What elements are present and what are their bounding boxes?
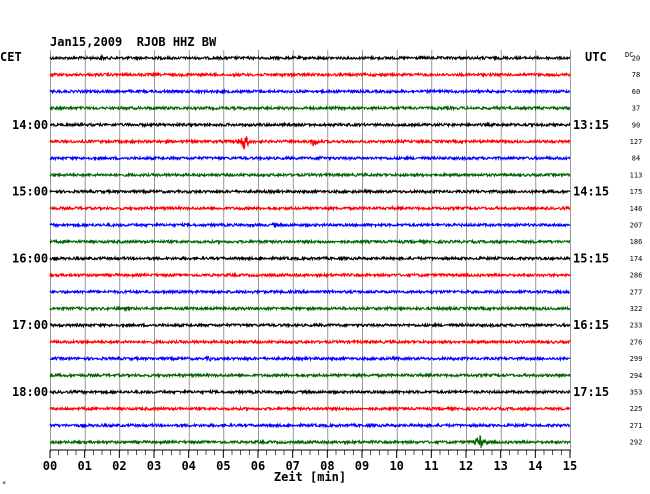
right-hour-label: 14:15 — [573, 185, 609, 199]
dc-offset-label: 299 — [630, 355, 643, 363]
x-tick-label: 13 — [493, 459, 507, 473]
trace-line — [49, 371, 571, 379]
trace-line — [49, 104, 571, 112]
left-hour-label: 17:00 — [12, 318, 48, 332]
seismic-traces — [49, 53, 571, 448]
dc-offset-label: 292 — [630, 439, 643, 447]
trace-line — [49, 435, 571, 448]
dc-offset-label: 60 — [632, 88, 640, 96]
trace-line — [49, 422, 571, 429]
right-zone-label: UTC — [585, 50, 607, 64]
trace-line — [49, 338, 571, 346]
dc-offset-label: 84 — [632, 155, 640, 163]
trace-line — [49, 71, 571, 79]
dc-offset-label: 233 — [630, 322, 643, 330]
dc-offset-label: 146 — [630, 205, 643, 213]
x-tick-label: 09 — [355, 459, 369, 473]
trace-line — [49, 121, 571, 129]
trace-line — [49, 255, 571, 262]
x-tick-label: 00 — [43, 459, 57, 473]
x-tick-label: 02 — [112, 459, 126, 473]
trace-line — [49, 204, 571, 212]
trace-line — [49, 238, 571, 246]
x-tick-label: 01 — [77, 459, 91, 473]
left-hour-label: 18:00 — [12, 385, 48, 399]
x-tick-label: 15 — [563, 459, 577, 473]
dc-offset-label: 271 — [630, 422, 643, 430]
right-hour-label: 15:15 — [573, 251, 609, 265]
trace-line — [49, 305, 571, 312]
dc-offset-label: 225 — [630, 405, 643, 413]
right-hour-label: 13:15 — [573, 118, 609, 132]
trace-line — [49, 355, 571, 363]
right-hour-label: 16:15 — [573, 318, 609, 332]
x-tick-label: 03 — [147, 459, 161, 473]
minute-grid — [50, 50, 571, 453]
dc-offset-label: 207 — [630, 222, 643, 230]
chart-title: Jan15,2009 RJOB HHZ BW — [50, 35, 217, 49]
dc-offset-label: 78 — [632, 71, 640, 79]
trace-line — [49, 135, 571, 151]
trace-line — [49, 288, 571, 296]
corner-mark: * — [2, 480, 6, 488]
chart-labels: Jan15,2009 RJOB HHZ BW CET UTC DC Zeit [… — [0, 35, 642, 488]
x-tick-label: 06 — [251, 459, 265, 473]
dc-offset-label: 175 — [630, 188, 643, 196]
dc-offset-label: 294 — [630, 372, 643, 380]
left-hour-label: 14:00 — [12, 118, 48, 132]
dc-offset-label: 353 — [630, 389, 643, 397]
x-tick-label: 07 — [285, 459, 299, 473]
trace-line — [49, 221, 571, 229]
trace-line — [49, 388, 571, 396]
trace-line — [49, 271, 571, 279]
x-tick-label: 11 — [424, 459, 438, 473]
dc-offset-label: 277 — [630, 288, 643, 296]
x-tick-label: 05 — [216, 459, 230, 473]
trace-line — [49, 405, 571, 413]
dc-label: DC — [625, 51, 633, 59]
x-tick-label: 04 — [181, 459, 195, 473]
dc-offset-label: 286 — [630, 272, 643, 280]
trace-line — [49, 171, 571, 179]
dc-offset-label: 174 — [630, 255, 643, 263]
x-tick-label: 10 — [389, 459, 403, 473]
dc-offset-label: 186 — [630, 238, 643, 246]
left-hour-label: 15:00 — [12, 185, 48, 199]
dc-offset-label: 37 — [632, 105, 640, 113]
dc-offset-label: 322 — [630, 305, 643, 313]
x-tick-label: 08 — [320, 459, 334, 473]
left-hour-label: 16:00 — [12, 251, 48, 265]
trace-line — [49, 53, 571, 62]
trace-line — [49, 154, 571, 162]
dc-offset-label: 127 — [630, 138, 643, 146]
dc-offset-label: 113 — [630, 171, 643, 179]
trace-line — [49, 321, 571, 329]
trace-line — [49, 87, 571, 95]
left-zone-label: CET — [0, 50, 22, 64]
time-axis — [49, 449, 571, 458]
dc-offset-label: 276 — [630, 338, 643, 346]
x-tick-label: 14 — [528, 459, 542, 473]
x-tick-label: 12 — [459, 459, 473, 473]
trace-line — [49, 188, 571, 196]
right-hour-label: 17:15 — [573, 385, 609, 399]
dc-offset-label: 90 — [632, 121, 640, 129]
dc-offset-label: 20 — [632, 55, 640, 63]
x-axis-title: Zeit [min] — [274, 470, 346, 484]
